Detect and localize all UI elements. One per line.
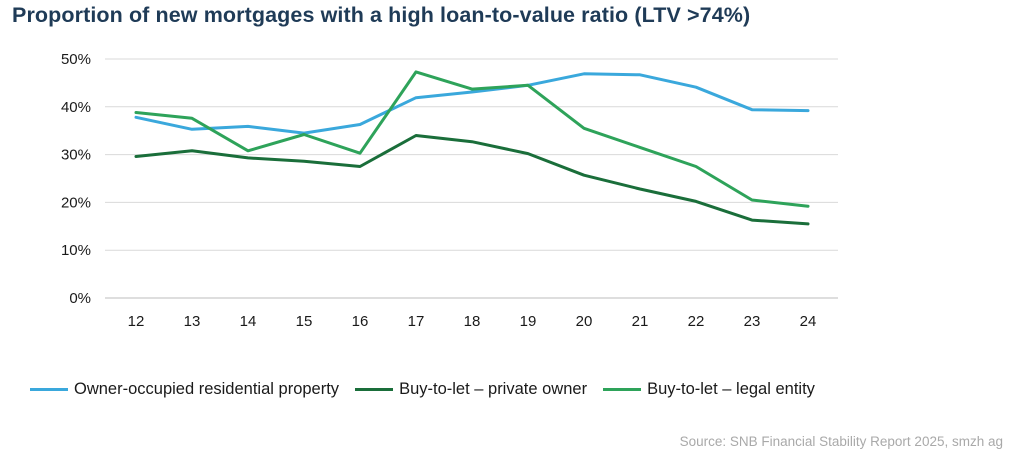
x-tick-label: 18 — [464, 313, 481, 330]
chart-title: Proportion of new mortgages with a high … — [12, 3, 751, 27]
gridlines — [105, 58, 838, 299]
x-tick-label: 12 — [128, 313, 145, 330]
x-tick-label: 17 — [408, 313, 425, 330]
y-tick-label: 0% — [69, 290, 91, 307]
legend-swatch-legal-entity — [603, 388, 642, 391]
legend-swatch-owner-occupied — [30, 388, 68, 391]
x-tick-label: 22 — [688, 313, 705, 330]
x-tick-label: 21 — [632, 313, 649, 330]
legend: Owner-occupied residential property Buy-… — [30, 380, 831, 399]
legend-item-private-owner: Buy-to-let – private owner — [355, 380, 587, 399]
source-note: Source: SNB Financial Stability Report 2… — [679, 434, 1003, 449]
legend-item-owner-occupied: Owner-occupied residential property — [30, 380, 339, 399]
legend-label-private-owner: Buy-to-let – private owner — [399, 380, 588, 398]
x-tick-label: 24 — [800, 313, 817, 330]
x-tick-label: 13 — [184, 313, 201, 330]
y-tick-label: 50% — [61, 51, 91, 68]
legend-item-legal-entity: Buy-to-let – legal entity — [603, 380, 815, 399]
x-tick-label: 23 — [744, 313, 761, 330]
y-axis-ticks: 0% 10% 20% 30% 40% 50% — [61, 51, 91, 307]
series-line-owner-occupied — [134, 72, 810, 135]
y-tick-label: 40% — [61, 99, 91, 116]
y-tick-label: 20% — [61, 194, 91, 211]
legend-label-legal-entity: Buy-to-let – legal entity — [647, 380, 815, 398]
line-chart: 0% 10% 20% 30% 40% 50% 12 13 14 15 16 17 18 19 20 21 22… — [61, 51, 838, 330]
series-line-legal-entity — [134, 70, 810, 208]
series-line-private-owner — [134, 134, 810, 226]
x-tick-label: 15 — [296, 313, 313, 330]
x-axis-ticks: 12 13 14 15 16 17 18 19 20 21 22 23 24 — [128, 313, 817, 330]
x-tick-label: 20 — [576, 313, 593, 330]
x-tick-label: 14 — [240, 313, 257, 330]
x-tick-label: 19 — [520, 313, 537, 330]
y-tick-label: 30% — [61, 147, 91, 164]
y-tick-label: 10% — [61, 242, 91, 259]
x-tick-label: 16 — [352, 313, 369, 330]
legend-swatch-private-owner — [355, 388, 394, 391]
series-lines — [134, 70, 810, 226]
legend-label-owner-occupied: Owner-occupied residential property — [74, 380, 340, 398]
